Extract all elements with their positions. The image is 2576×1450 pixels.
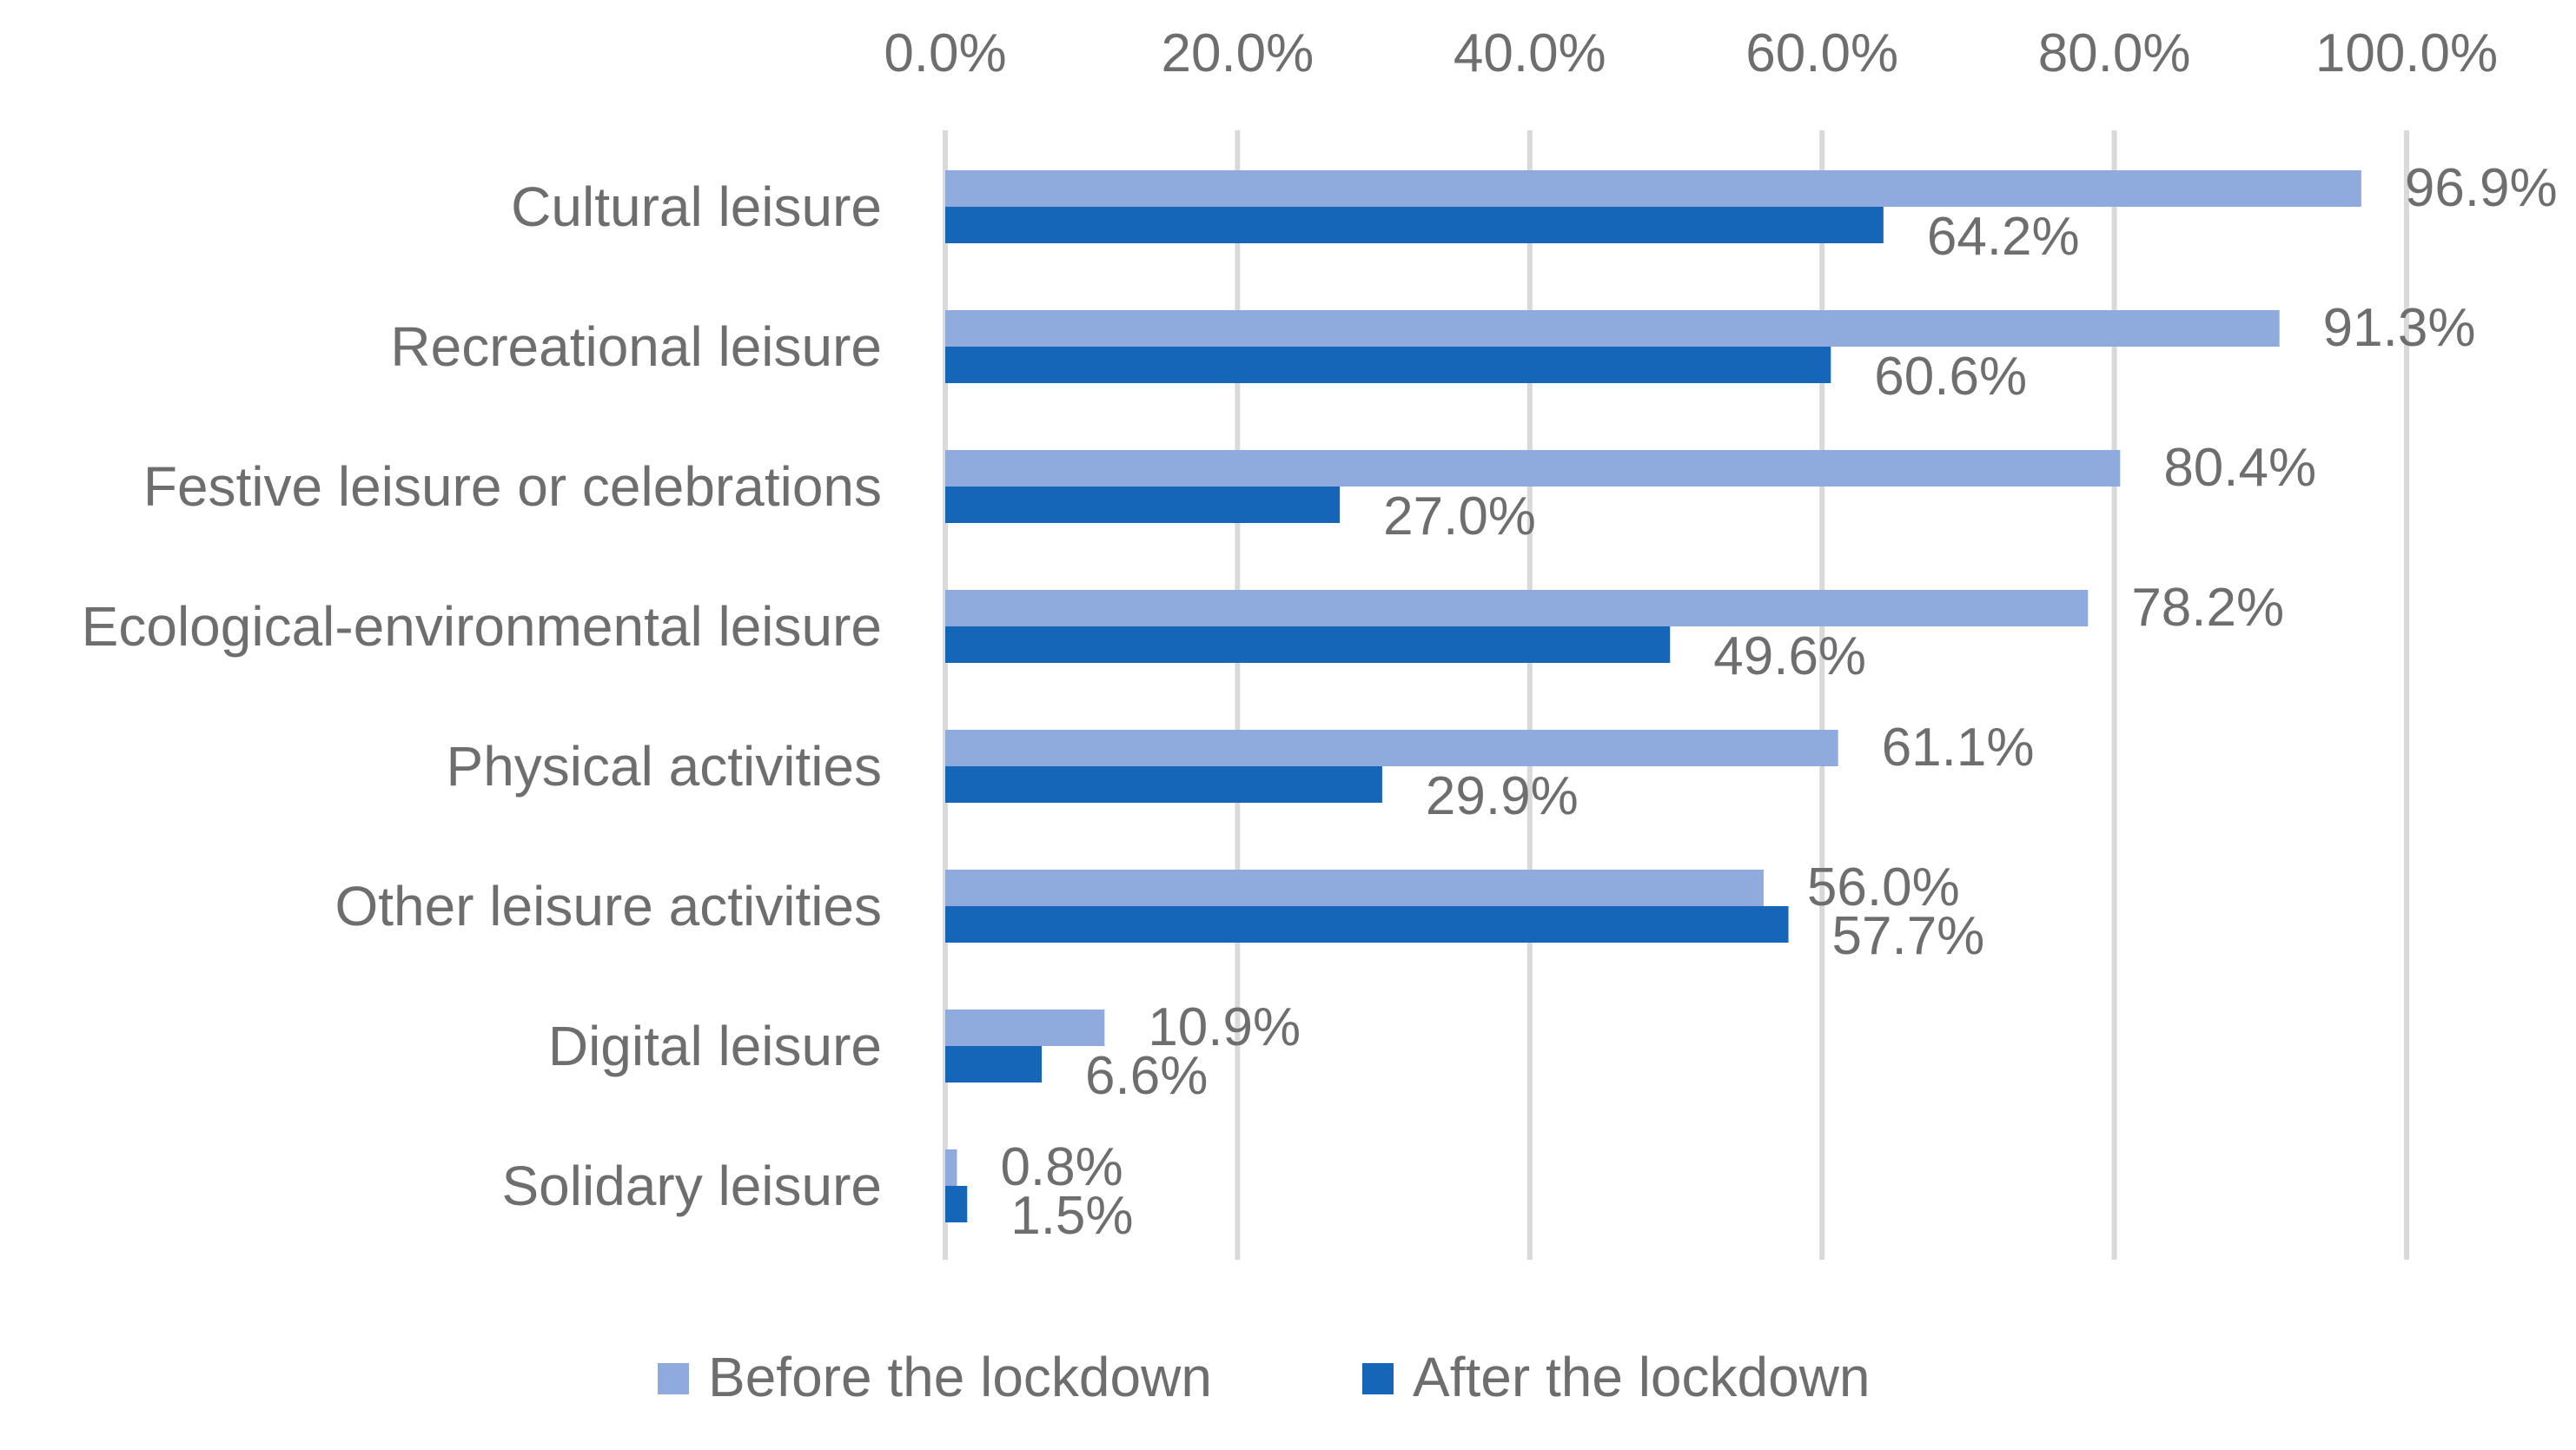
category-label: Other leisure activities xyxy=(334,875,882,937)
bar-after xyxy=(945,1046,1043,1083)
data-label-after: 29.9% xyxy=(1426,766,1579,826)
category-label: Digital leisure xyxy=(548,1015,882,1077)
bar-after xyxy=(945,487,1341,523)
legend-swatch-after xyxy=(1362,1363,1394,1394)
x-tick-label: 40.0% xyxy=(1454,23,1606,83)
bar-before xyxy=(945,730,1838,766)
bar-after xyxy=(945,626,1671,663)
x-tick-label: 80.0% xyxy=(2038,23,2191,83)
category-label: Festive leisure or celebrations xyxy=(143,455,882,518)
data-label-before: 0.8% xyxy=(1000,1137,1122,1197)
data-labels: 96.9% 64.2% 91.3% 60.6% 80.4% 27.0% 78.2% 49.6%… xyxy=(1000,158,2557,1246)
data-label-after: 27.0% xyxy=(1383,487,1536,546)
data-label-before: 91.3% xyxy=(2323,298,2476,358)
category-label: Ecological-environmental leisure xyxy=(82,595,882,658)
bar-before xyxy=(945,1149,957,1186)
category-labels: Cultural leisure Recreational leisure Fest… xyxy=(82,175,882,1217)
data-label-before: 56.0% xyxy=(1807,857,1960,917)
legend-label-after: After the lockdown xyxy=(1413,1346,1871,1408)
legend: Before the lockdown After the lockdown xyxy=(658,1346,1871,1408)
category-label: Cultural leisure xyxy=(511,175,882,238)
bar-before xyxy=(945,870,1764,906)
bar-before xyxy=(945,170,2361,207)
category-label: Solidary leisure xyxy=(501,1155,882,1217)
category-label: Recreational leisure xyxy=(390,315,882,378)
legend-label-before: Before the lockdown xyxy=(708,1346,1212,1408)
x-tick-label: 100.0% xyxy=(2315,23,2498,83)
data-label-after: 60.6% xyxy=(1874,347,2027,407)
x-axis-ticks: 0.0% 20.0% 40.0% 60.0% 80.0% 100.0% xyxy=(884,23,2498,83)
bar-after xyxy=(945,347,1831,383)
bar-before xyxy=(945,1010,1105,1046)
data-label-after: 1.5% xyxy=(1010,1186,1133,1246)
data-label-before: 10.9% xyxy=(1148,997,1301,1057)
category-label: Physical activities xyxy=(447,735,883,798)
bar-before xyxy=(945,590,2089,626)
bar-after xyxy=(945,906,1789,943)
data-label-after: 49.6% xyxy=(1713,626,1866,686)
x-tick-label: 0.0% xyxy=(884,23,1006,83)
data-label-before: 61.1% xyxy=(1882,718,2035,778)
data-label-after: 57.7% xyxy=(1832,906,1985,966)
data-label-before: 78.2% xyxy=(2131,578,2284,638)
bar-before xyxy=(945,450,2121,487)
x-tick-label: 60.0% xyxy=(1745,23,1898,83)
legend-swatch-before xyxy=(658,1363,689,1394)
data-label-after: 64.2% xyxy=(1927,207,2080,267)
x-tick-label: 20.0% xyxy=(1161,23,1314,83)
bars xyxy=(945,170,2361,1222)
bar-after xyxy=(945,766,1382,803)
bar-after xyxy=(945,207,1884,243)
data-label-before: 96.9% xyxy=(2405,158,2558,218)
bar-before xyxy=(945,310,2280,347)
data-label-before: 80.4% xyxy=(2163,438,2316,498)
bar-after xyxy=(945,1186,968,1222)
data-label-after: 6.6% xyxy=(1085,1046,1208,1106)
